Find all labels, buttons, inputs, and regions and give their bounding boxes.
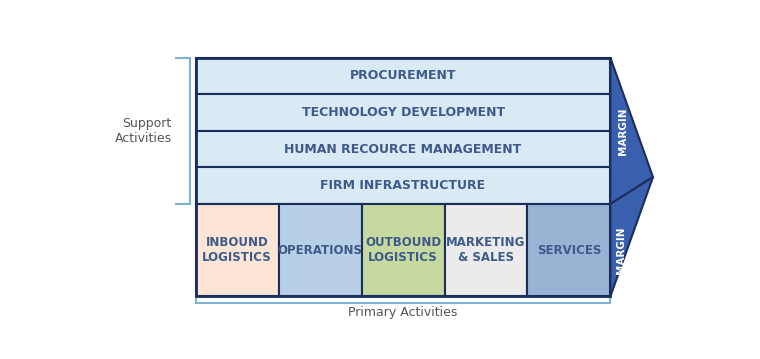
- Polygon shape: [610, 177, 653, 297]
- Text: MARKETING
& SALES: MARKETING & SALES: [446, 236, 526, 264]
- Bar: [196, 94, 610, 131]
- Bar: [196, 167, 610, 204]
- Bar: [527, 204, 610, 297]
- Text: PROCUREMENT: PROCUREMENT: [350, 70, 456, 83]
- Text: OPERATIONS: OPERATIONS: [277, 244, 363, 257]
- Text: Primary Activities: Primary Activities: [348, 307, 458, 320]
- Text: SERVICES: SERVICES: [537, 244, 601, 257]
- Text: Support
Activities: Support Activities: [115, 117, 172, 145]
- Text: MARGIN: MARGIN: [616, 227, 626, 274]
- Bar: [196, 58, 610, 94]
- Text: HUMAN RECOURCE MANAGEMENT: HUMAN RECOURCE MANAGEMENT: [284, 143, 521, 156]
- Text: FIRM INFRASTRUCTURE: FIRM INFRASTRUCTURE: [321, 179, 486, 192]
- Bar: [196, 131, 610, 167]
- Text: INBOUND
LOGISTICS: INBOUND LOGISTICS: [202, 236, 272, 264]
- Polygon shape: [610, 58, 653, 204]
- Text: OUTBOUND
LOGISTICS: OUTBOUND LOGISTICS: [365, 236, 441, 264]
- Bar: [279, 204, 362, 297]
- Bar: [362, 204, 445, 297]
- Bar: [445, 204, 527, 297]
- Text: TECHNOLOGY DEVELOPMENT: TECHNOLOGY DEVELOPMENT: [302, 106, 505, 119]
- Bar: [196, 58, 610, 297]
- Text: MARGIN: MARGIN: [618, 107, 629, 155]
- Bar: [196, 204, 279, 297]
